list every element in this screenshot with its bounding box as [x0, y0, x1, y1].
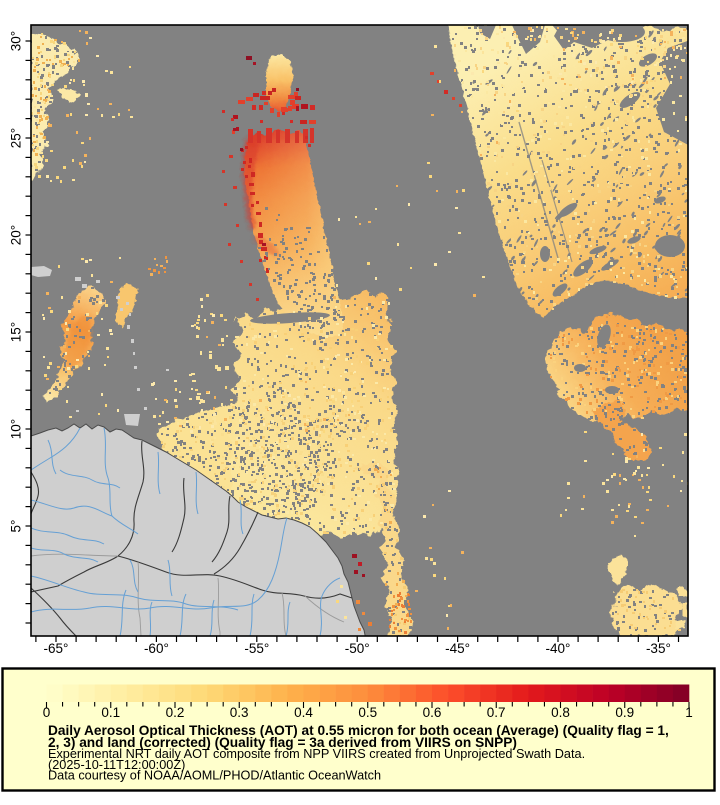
svg-text:-45°: -45° [445, 641, 470, 656]
svg-text:0.4: 0.4 [294, 705, 313, 720]
svg-text:10°: 10° [9, 419, 24, 439]
svg-text:0.7: 0.7 [487, 705, 506, 720]
svg-text:-60°: -60° [144, 641, 169, 656]
svg-text:-65°: -65° [44, 641, 69, 656]
svg-text:-35°: -35° [646, 641, 671, 656]
svg-text:-40°: -40° [546, 641, 571, 656]
svg-text:20°: 20° [9, 225, 24, 245]
svg-text:(2025-10-11T12:00:00Z): (2025-10-11T12:00:00Z) [48, 758, 185, 772]
svg-text:5°: 5° [9, 520, 24, 533]
svg-text:-55°: -55° [244, 641, 269, 656]
svg-text:Daily Aerosol Optical Thicknes: Daily Aerosol Optical Thickness (AOT) at… [48, 723, 669, 738]
svg-text:0.1: 0.1 [101, 705, 120, 720]
svg-text:Experimental NRT daily AOT com: Experimental NRT daily AOT composite fro… [48, 747, 585, 761]
svg-text:0.9: 0.9 [615, 705, 634, 720]
svg-text:0: 0 [43, 705, 51, 720]
svg-text:1: 1 [685, 705, 693, 720]
svg-text:30°: 30° [9, 31, 24, 51]
svg-text:2, 3) and land (corrected) (Qu: 2, 3) and land (corrected) (Quality flag… [48, 735, 517, 750]
svg-text:0.3: 0.3 [230, 705, 249, 720]
svg-text:15°: 15° [9, 322, 24, 342]
svg-text:0.5: 0.5 [358, 705, 377, 720]
svg-text:0.8: 0.8 [551, 705, 570, 720]
svg-text:0.6: 0.6 [423, 705, 442, 720]
svg-text:Data courtesy of NOAA/AOML/PHO: Data courtesy of NOAA/AOML/PHOD/Atlantic… [48, 769, 381, 783]
svg-text:0.2: 0.2 [166, 705, 185, 720]
svg-text:-50°: -50° [345, 641, 370, 656]
svg-text:25°: 25° [9, 128, 24, 148]
